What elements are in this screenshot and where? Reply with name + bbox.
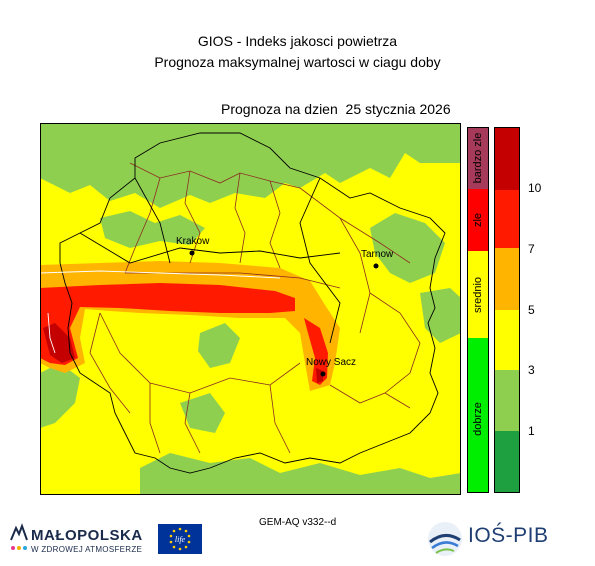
city-marker-krakow (189, 250, 195, 256)
scale-tick-5: 5 (528, 303, 535, 317)
category-very-bad (467, 127, 489, 189)
scale-band-3 (494, 248, 520, 310)
category-label-good: dobrze (472, 402, 484, 436)
scale-band-4 (494, 310, 520, 370)
map-frame (40, 123, 461, 495)
region-borders (59, 132, 446, 474)
rivers (40, 270, 281, 354)
ios-pib-logo-icon (428, 522, 462, 556)
forecast-date-line: Prognoza na dzien 25 stycznia 2026 (221, 101, 451, 117)
malopolska-logo-text: MAŁOPOLSKA (31, 527, 143, 544)
forecast-label: Prognoza na dzien (221, 101, 338, 117)
scale-band-2 (494, 190, 520, 248)
dark-red-spot-nowy-sacz (316, 368, 323, 383)
category-average (467, 251, 489, 338)
ios-pib-logo-text: IOŚ-PIB (468, 524, 549, 547)
map-title-line-2: Prognoza maksymalnej wartosci w ciagu do… (154, 54, 441, 70)
scale-band-6 (494, 431, 520, 493)
malopolska-logo-subtext: W ZDROWEJ ATMOSFERZE (31, 545, 143, 554)
city-label-nowy-sacz: Nowy Sacz (306, 357, 356, 368)
quality-category-legend (467, 127, 489, 493)
model-version-label: GEM-AQ v332--d (259, 517, 337, 528)
category-label-bad: zle (472, 212, 484, 228)
green-zone-northwest (100, 211, 205, 248)
scale-band-5 (494, 370, 520, 431)
city-label-tarnow: Tarnow (361, 249, 394, 260)
green-zone-east-lower (420, 288, 461, 343)
city-label-krakow: Krakow (176, 236, 210, 247)
scale-tick-7: 7 (528, 242, 535, 256)
scale-tick-3: 3 (528, 363, 535, 377)
green-zone-north (40, 123, 461, 208)
malopolska-logo-icon (10, 523, 28, 550)
air-quality-map: Krakow Tarnow Nowy Sacz (40, 123, 461, 495)
category-label-average: srednio (472, 276, 484, 314)
city-marker-nowy-sacz (320, 371, 326, 377)
forecast-date: 25 stycznia 2026 (345, 101, 451, 117)
category-bad (467, 189, 489, 251)
map-title-line-1: GIOS - Indeks jakosci powietrza (197, 33, 398, 49)
category-good (467, 338, 489, 493)
scale-band-1 (494, 127, 520, 190)
county-borders (89, 162, 421, 454)
green-zone-mid (180, 393, 225, 433)
svg-text:life: life (175, 535, 186, 544)
red-zone-nowy-sacz (304, 318, 328, 385)
eu-life-flag-icon: life (158, 524, 202, 554)
green-zone-central (198, 323, 240, 368)
city-marker-tarnow (373, 263, 379, 269)
green-zone-southwest (40, 363, 80, 428)
red-zone-corridor (40, 283, 295, 365)
scale-tick-10: 10 (528, 181, 542, 195)
category-label-very-bad: bardzo zle (472, 132, 484, 184)
scale-tick-1: 1 (528, 424, 535, 438)
dark-red-hotspot (43, 323, 75, 363)
value-scale (494, 127, 520, 493)
green-zone-east (370, 213, 445, 283)
